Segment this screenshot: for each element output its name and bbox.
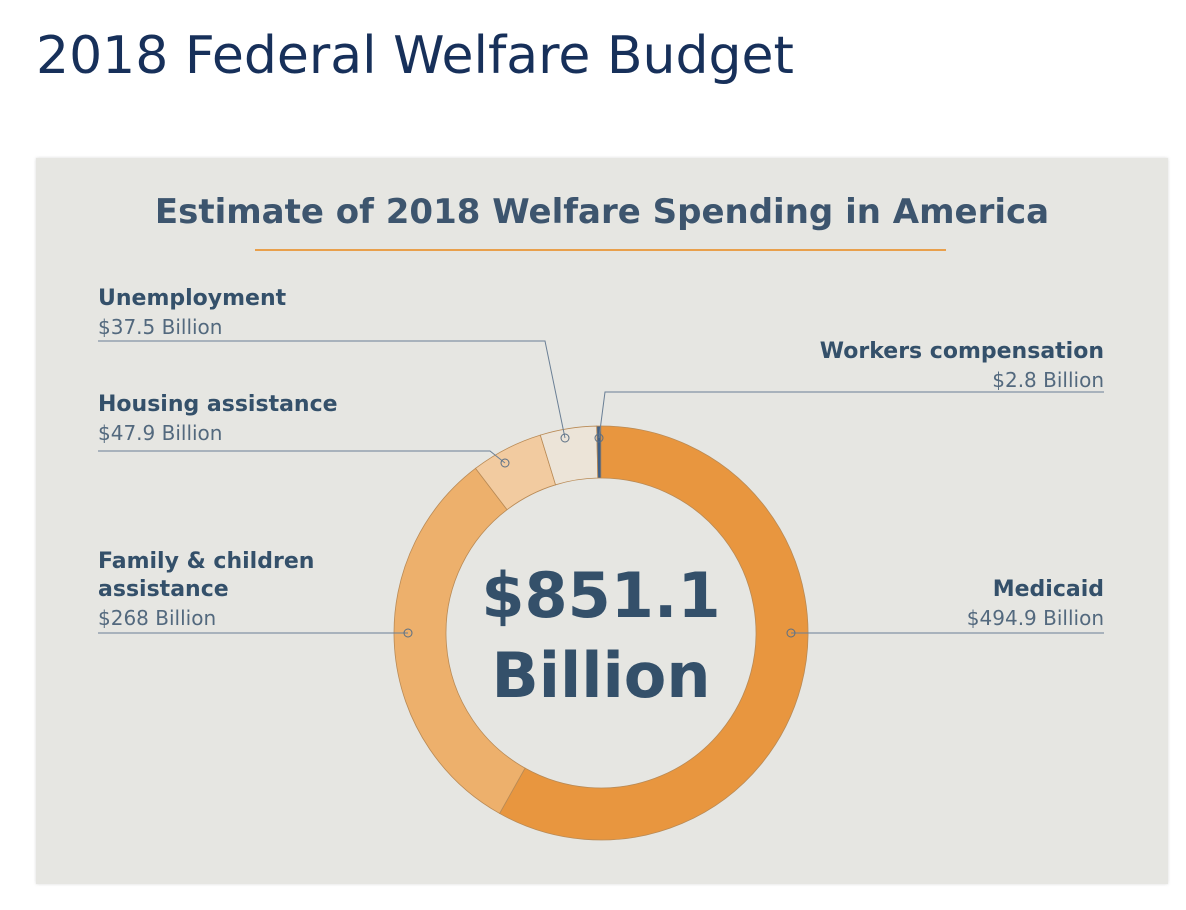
segment-name: Unemployment [98, 286, 287, 311]
leader-dot [560, 433, 570, 443]
segment-label: Workers compensation $2.8 Billion [764, 338, 1104, 394]
leader-dot [786, 628, 796, 638]
donut-segment [596, 425, 602, 479]
leader-line [598, 391, 1104, 439]
segment-label: Family & children assistance $268 Billion [98, 548, 348, 632]
donut-segment [393, 467, 526, 815]
leader-dot [403, 628, 413, 638]
segment-name: Housing assistance [98, 392, 338, 417]
leader-dot [500, 458, 510, 468]
segment-value: $2.8 Billion [992, 368, 1104, 392]
chart-panel [36, 158, 1168, 884]
leader-dot [594, 433, 604, 443]
center-label: $851.1 Billion [481, 559, 721, 712]
segment-label: Medicaid $494.9 Billion [804, 576, 1104, 632]
segment-value: $268 Billion [98, 606, 217, 630]
leader-line [98, 340, 566, 439]
page-title: 2018 Federal Welfare Budget [36, 26, 794, 86]
donut-segment [499, 425, 809, 841]
segment-value: $37.5 Billion [98, 315, 223, 339]
leader-line [98, 450, 506, 464]
segment-value: $47.9 Billion [98, 421, 223, 445]
segment-label: Housing assistance $47.9 Billion [98, 391, 398, 447]
segment-name: Medicaid [992, 577, 1104, 602]
segment-name: Workers compensation [819, 339, 1104, 364]
segment-value: $494.9 Billion [966, 606, 1104, 630]
segment-name: Family & children assistance [98, 549, 315, 602]
segment-label: Unemployment $37.5 Billion [98, 285, 398, 341]
chart-title: Estimate of 2018 Welfare Spending in Ame… [154, 192, 1050, 232]
